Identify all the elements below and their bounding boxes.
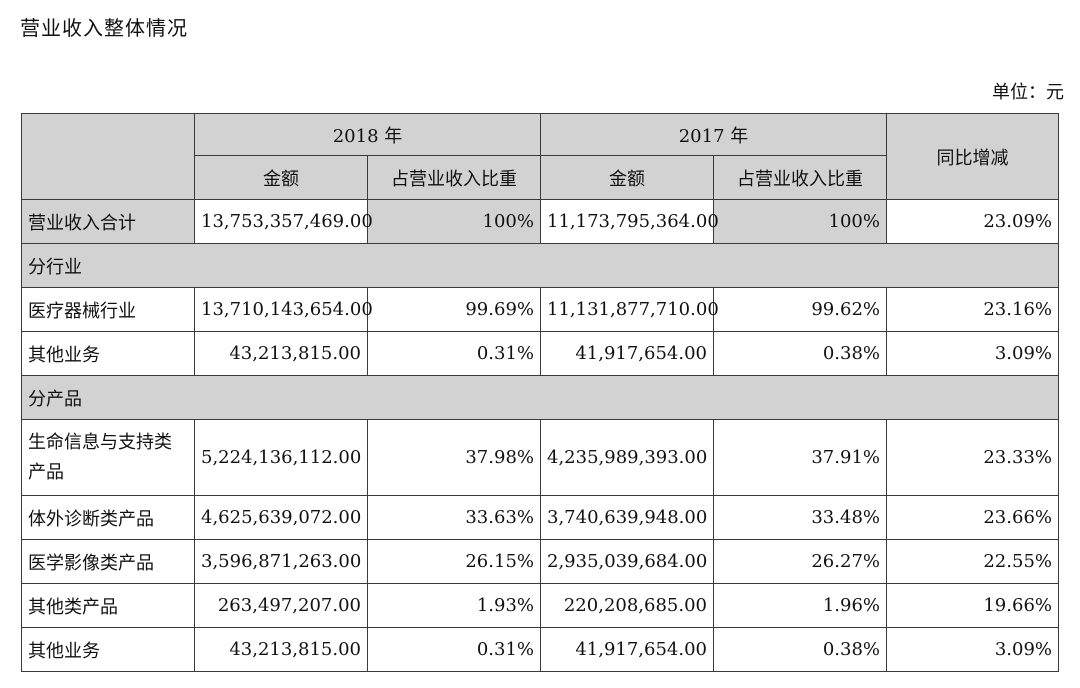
amount-2018-cell: 4,625,639,072.00 [194, 495, 368, 540]
share-2018-cell: 26.15% [367, 539, 541, 584]
header-yoy-change: 同比增减 [886, 113, 1059, 200]
share-2018-cell: 0.31% [367, 331, 541, 376]
header-amount-2017: 金额 [540, 155, 714, 200]
row-label: 生命信息与支持类产品 [21, 419, 195, 496]
share-2017-cell: 37.91% [713, 419, 887, 496]
amount-2017-cell: 41,917,654.00 [540, 331, 714, 376]
yoy-cell: 19.66% [886, 583, 1059, 628]
share-2017-cell: 99.62% [713, 287, 887, 332]
row-label: 医疗器械行业 [21, 287, 195, 332]
share-2017-cell: 0.38% [713, 627, 887, 672]
yoy-cell: 22.55% [886, 539, 1059, 584]
document-title: 营业收入整体情况 [20, 16, 188, 40]
share-2018-cell: 1.93% [367, 583, 541, 628]
amount-2017-cell: 4,235,989,393.00 [540, 419, 714, 496]
table-row: 其他业务 43,213,815.00 0.31% 41,917,654.00 0… [21, 331, 1059, 376]
row-label: 其他业务 [21, 331, 195, 376]
header-row-years: 2018 年 2017 年 同比增减 [21, 113, 1059, 200]
row-label: 营业收入合计 [21, 199, 195, 244]
amount-2017-cell: 3,740,639,948.00 [540, 495, 714, 540]
share-2018-cell: 37.98% [367, 419, 541, 496]
unit-note: 单位：元 [992, 82, 1064, 103]
amount-2018-cell: 3,596,871,263.00 [194, 539, 368, 584]
yoy-cell: 3.09% [886, 627, 1059, 672]
revenue-table: 2018 年 2017 年 同比增减 金额 占营业收入比重 金额 占营业收入比重… [21, 113, 1059, 672]
share-2018-cell: 33.63% [367, 495, 541, 540]
row-label: 体外诊断类产品 [21, 495, 195, 540]
amount-2018-cell: 5,224,136,112.00 [194, 419, 368, 496]
row-label: 其他业务 [21, 627, 195, 672]
yoy-cell: 23.33% [886, 419, 1059, 496]
header-year-2017: 2017 年 [540, 113, 887, 156]
share-2017-cell: 0.38% [713, 331, 887, 376]
table-row: 医学影像类产品 3,596,871,263.00 26.15% 2,935,03… [21, 539, 1059, 584]
amount-2017-cell: 220,208,685.00 [540, 583, 714, 628]
yoy-cell: 3.09% [886, 331, 1059, 376]
table-row: 体外诊断类产品 4,625,639,072.00 33.63% 3,740,63… [21, 495, 1059, 540]
share-2017-cell: 100% [713, 199, 887, 244]
header-year-2018: 2018 年 [194, 113, 541, 156]
section-header-row: 分产品 [21, 375, 1059, 420]
amount-2017-cell: 11,131,877,710.00 [540, 287, 719, 332]
total-row: 营业收入合计 13,753,357,469.00 100% 11,173,795… [21, 199, 1059, 244]
share-2018-cell: 100% [367, 199, 541, 244]
table-row: 其他类产品 263,497,207.00 1.93% 220,208,685.0… [21, 583, 1059, 628]
share-2018-cell: 0.31% [367, 627, 541, 672]
header-corner-cell [21, 113, 195, 200]
amount-2017-cell: 41,917,654.00 [540, 627, 714, 672]
share-2018-cell: 99.69% [367, 287, 541, 332]
amount-2017-cell: 11,173,795,364.00 [540, 199, 719, 244]
header-row-subcolumns: 金额 占营业收入比重 金额 占营业收入比重 [22, 155, 1059, 200]
amount-2018-cell: 43,213,815.00 [194, 627, 368, 672]
table-row: 医疗器械行业 13,710,143,654.00 99.69% 11,131,8… [21, 287, 1059, 332]
share-2017-cell: 1.96% [713, 583, 887, 628]
header-share-2018: 占营业收入比重 [367, 155, 541, 200]
table-row: 生命信息与支持类产品 5,224,136,112.00 37.98% 4,235… [21, 419, 1059, 496]
amount-2017-cell: 2,935,039,684.00 [540, 539, 714, 584]
table-row: 其他业务 43,213,815.00 0.31% 41,917,654.00 0… [21, 627, 1059, 672]
header-amount-2018: 金额 [194, 155, 368, 200]
yoy-cell: 23.09% [886, 199, 1059, 244]
amount-2018-cell: 13,710,143,654.00 [194, 287, 373, 332]
amount-2018-cell: 263,497,207.00 [194, 583, 368, 628]
section-title-product: 分产品 [21, 375, 1059, 420]
header-share-2017: 占营业收入比重 [713, 155, 887, 200]
amount-2018-cell: 43,213,815.00 [194, 331, 368, 376]
yoy-cell: 23.66% [886, 495, 1059, 540]
section-header-row: 分行业 [21, 243, 1059, 288]
share-2017-cell: 33.48% [713, 495, 887, 540]
amount-2018-cell: 13,753,357,469.00 [194, 199, 373, 244]
section-title-industry: 分行业 [21, 243, 1059, 288]
row-label: 其他类产品 [21, 583, 195, 628]
yoy-cell: 23.16% [886, 287, 1059, 332]
row-label: 医学影像类产品 [21, 539, 195, 584]
share-2017-cell: 26.27% [713, 539, 887, 584]
